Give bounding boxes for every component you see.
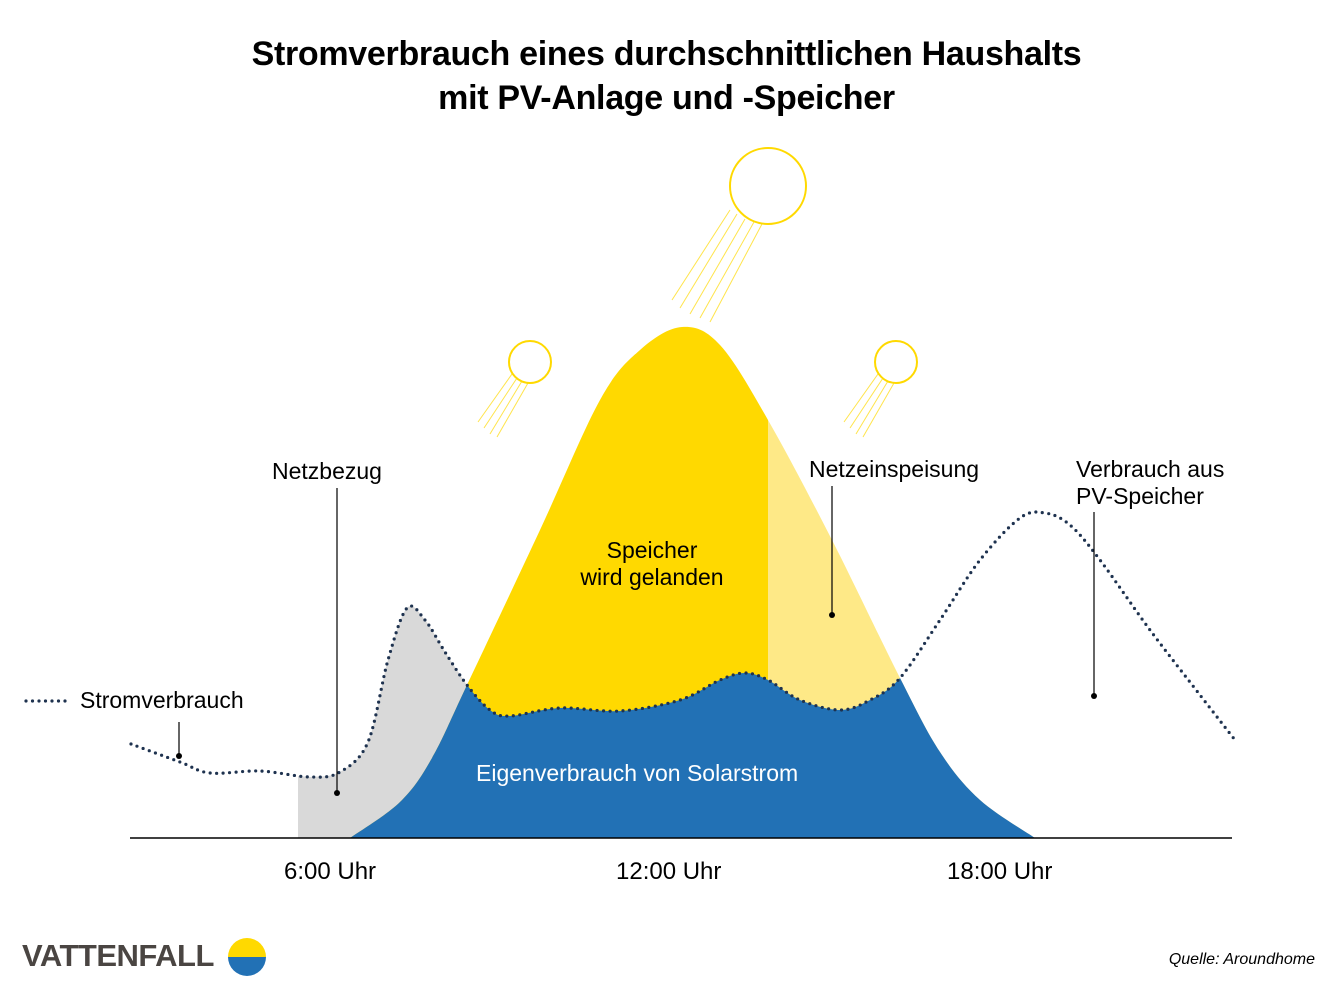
sun-icon-left bbox=[477, 340, 552, 438]
callout-lines bbox=[178, 486, 1095, 793]
callout-dots bbox=[176, 612, 1097, 796]
label-line: Verbrauch aus bbox=[1076, 456, 1225, 482]
label-verbrauch-speicher: Verbrauch aus PV-Speicher bbox=[1076, 456, 1224, 510]
vattenfall-logo-icon bbox=[228, 938, 266, 976]
label-eigenverbrauch: Eigenverbrauch von Solarstrom bbox=[476, 760, 799, 786]
label-netzbezug: Netzbezug bbox=[272, 458, 382, 484]
title-line-1: Stromverbrauch eines durchschnittlichen … bbox=[251, 35, 1082, 73]
source-note: Quelle: Aroundhome bbox=[1168, 951, 1315, 968]
x-tick-18: 18:00 Uhr bbox=[947, 858, 1053, 885]
x-tick-6: 6:00 Uhr bbox=[284, 858, 377, 885]
sun-icon-right bbox=[843, 340, 918, 438]
label-line: wird gelanden bbox=[580, 564, 724, 590]
title-line-2: mit PV-Anlage und -Speicher bbox=[438, 79, 895, 117]
consumption-line bbox=[129, 510, 1237, 779]
legend-stromverbrauch: Stromverbrauch bbox=[80, 687, 244, 713]
x-tick-12: 12:00 Uhr bbox=[616, 858, 722, 885]
label-line: PV-Speicher bbox=[1076, 483, 1204, 509]
vattenfall-logo-text: VATTENFALL bbox=[22, 938, 214, 973]
chart-title: Stromverbrauch eines durchschnittlichen … bbox=[0, 32, 1333, 120]
label-speicher: Speicher wird gelanden bbox=[552, 537, 752, 591]
sun-icon-large bbox=[671, 147, 807, 323]
label-line: Speicher bbox=[606, 537, 698, 563]
label-netzeinspeisung: Netzeinspeisung bbox=[809, 456, 980, 482]
